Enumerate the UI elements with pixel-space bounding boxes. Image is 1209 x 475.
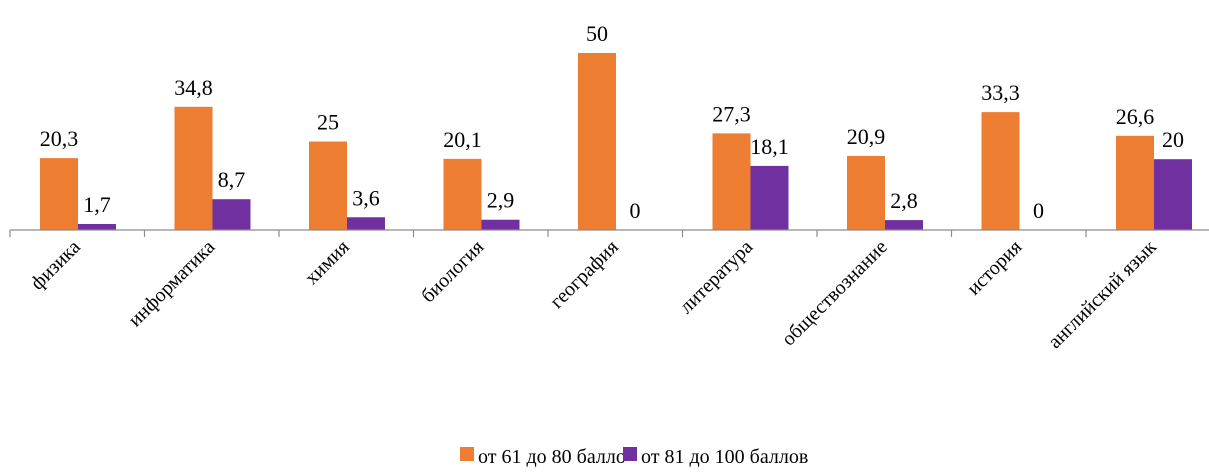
legend-label: от 61 до 80 балло [478, 446, 626, 468]
category-label: литература [675, 236, 757, 318]
bar-series1 [712, 133, 751, 230]
bar-series1 [174, 106, 213, 230]
bar-series1 [1116, 135, 1154, 230]
bar-series1 [578, 53, 616, 230]
bar-series2 [481, 219, 520, 230]
bar-series2 [1154, 159, 1192, 230]
legend-swatch [623, 447, 637, 461]
bar-series2 [885, 220, 923, 230]
x-axis-ticks [9, 230, 1087, 237]
legend-swatch [460, 447, 474, 461]
bar-series2 [78, 223, 116, 230]
data-label: 20,9 [847, 124, 886, 149]
category-labels-group: физика информатика химия биология география л… [26, 236, 1161, 353]
category-label: обществознание [777, 236, 891, 350]
bar-series1 [309, 141, 347, 230]
category-label: физика [26, 236, 84, 294]
category-label: химия [301, 236, 354, 289]
category-label: информатика [124, 236, 219, 331]
data-label: 0 [630, 198, 641, 223]
data-label: 26,6 [1116, 104, 1155, 129]
category-label: история [963, 236, 1027, 300]
data-label: 2,8 [890, 188, 918, 213]
data-label: 1,7 [83, 192, 111, 217]
category-label: биология [417, 236, 488, 307]
value-labels-group: 20,3 1,7 34,8 8,7 25 3,6 20,1 2,9 50 0 27,3 18,1 20,… [40, 21, 1184, 223]
bar-series1 [847, 156, 885, 230]
category-label: английский язык [1044, 236, 1161, 353]
data-label: 18,1 [750, 134, 789, 159]
bars-group [40, 53, 1192, 230]
data-label: 20,1 [443, 127, 482, 152]
data-label: 20,3 [40, 126, 79, 151]
bar-series1 [40, 158, 78, 230]
data-label: 0 [1033, 198, 1044, 223]
data-label: 25 [317, 110, 339, 135]
bar-series2 [750, 165, 789, 230]
data-label: 8,7 [218, 167, 246, 192]
bar-series2 [212, 199, 251, 230]
data-label: 50 [586, 21, 608, 46]
bar-series1 [981, 112, 1020, 230]
data-label: 2,9 [487, 188, 515, 213]
category-label: география [546, 236, 623, 313]
legend-label: от 81 до 100 баллов [641, 446, 808, 468]
legend: от 61 до 80 балло от 81 до 100 баллов [460, 446, 808, 468]
data-label: 34,8 [174, 75, 213, 100]
data-label: 27,3 [712, 101, 751, 126]
data-label: 33,3 [981, 80, 1020, 105]
data-label: 3,6 [352, 185, 380, 210]
data-label: 20 [1162, 127, 1184, 152]
bar-series2 [347, 217, 385, 230]
bar-series1 [443, 158, 482, 230]
